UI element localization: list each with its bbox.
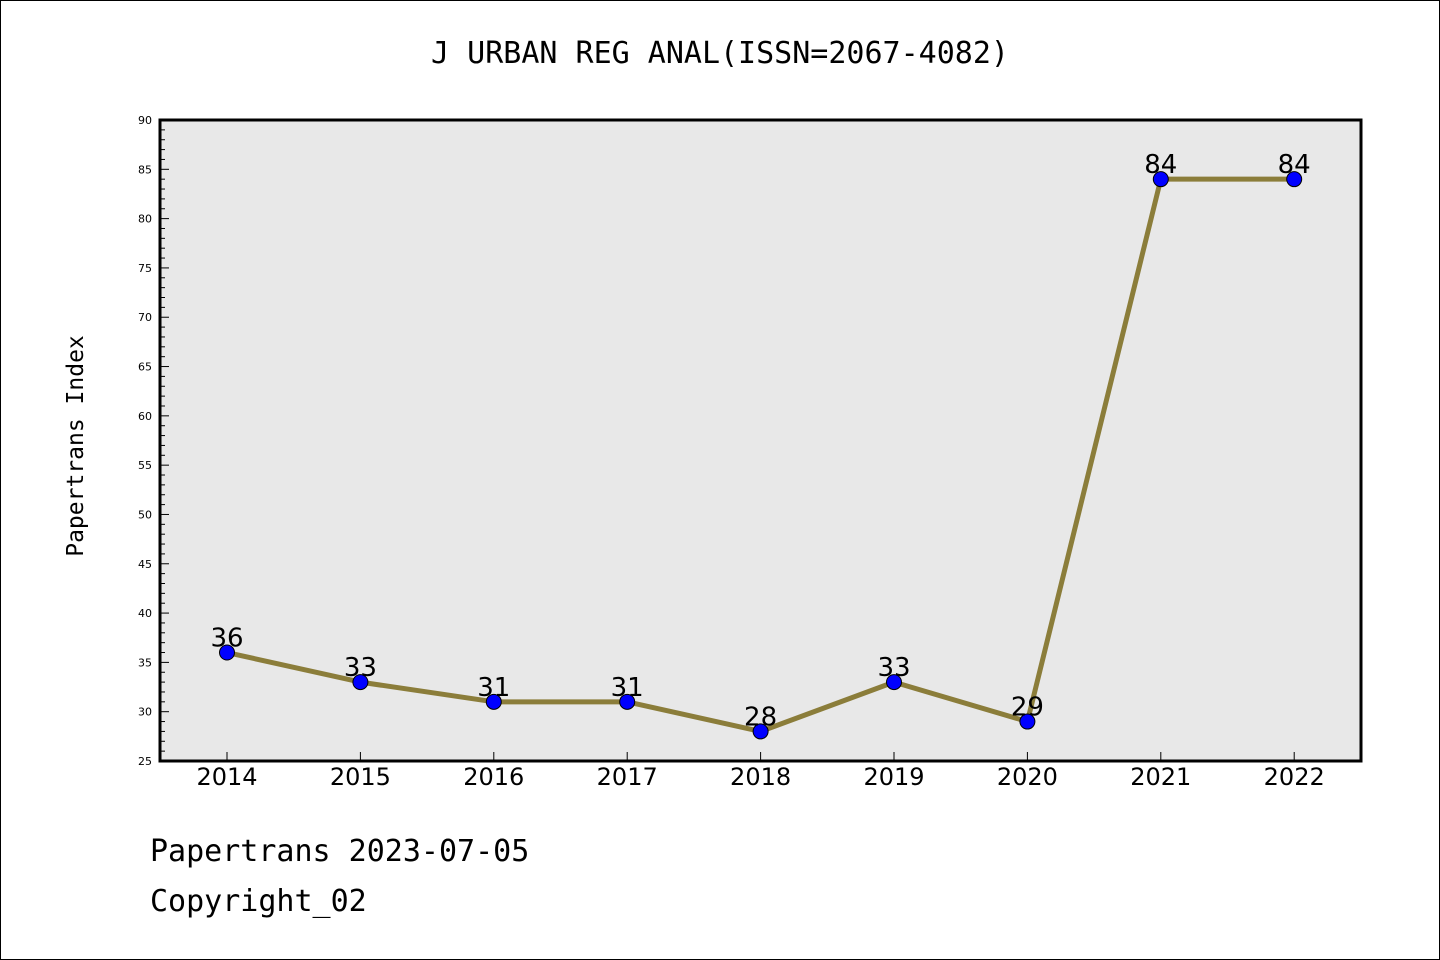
y-tick-label: 60: [138, 410, 152, 423]
y-tick-label: 90: [138, 114, 152, 127]
x-tick-label: 2019: [863, 763, 924, 791]
y-tick-label: 45: [138, 558, 152, 571]
y-tick-label: 85: [138, 163, 152, 176]
y-tick-label: 65: [138, 361, 152, 374]
y-tick-label: 30: [138, 706, 152, 719]
plot-area: [160, 120, 1361, 761]
y-tick-label: 40: [138, 607, 152, 620]
data-label: 29: [1011, 693, 1044, 723]
data-label: 28: [744, 702, 777, 732]
footer-date: Papertrans 2023-07-05: [150, 834, 530, 869]
data-label: 31: [477, 673, 510, 703]
data-labels: 36 33 31 31 28 33 29 84 84: [210, 150, 1310, 732]
data-label: 33: [344, 653, 377, 683]
x-axis: 2014 2015 2016 2017 2018 2019 2020 2021 2022: [196, 752, 1325, 791]
data-point: [886, 674, 902, 691]
x-tick-label: 2015: [330, 763, 391, 791]
data-point: [352, 674, 369, 691]
data-point: [219, 644, 235, 661]
y-tick-label: 25: [138, 755, 152, 768]
data-point: [485, 693, 502, 710]
data-point: [1019, 713, 1036, 730]
y-tick-label: 55: [138, 459, 152, 472]
data-label: 36: [210, 624, 243, 654]
x-tick-label: 2022: [1264, 763, 1325, 791]
y-tick-label: 35: [138, 656, 152, 669]
plot-border: [158, 118, 1363, 763]
data-label: 31: [611, 673, 644, 703]
y-tick-label: 70: [138, 311, 152, 324]
y-tick-label: 80: [138, 213, 152, 226]
x-tick-label: 2020: [997, 763, 1058, 791]
data-label: 84: [1278, 150, 1311, 180]
x-tick-label: 2017: [597, 763, 658, 791]
x-tick-label: 2021: [1130, 763, 1191, 791]
y-tick-label: 50: [138, 508, 152, 521]
data-points: [219, 171, 1303, 740]
x-tick-label: 2018: [730, 763, 791, 791]
x-tick-label: 2016: [463, 763, 524, 791]
data-point: [1152, 171, 1169, 188]
x-tick-label: 2014: [196, 763, 257, 791]
data-label: 84: [1144, 150, 1177, 180]
footer-copyright: Copyright_02: [150, 884, 367, 919]
chart-title: J URBAN REG ANAL(ISSN=2067-4082): [431, 36, 1009, 71]
data-point: [1286, 171, 1303, 188]
data-label: 33: [877, 653, 910, 683]
y-tick-label: 75: [138, 262, 152, 275]
data-point: [619, 693, 636, 710]
data-point: [752, 723, 769, 740]
